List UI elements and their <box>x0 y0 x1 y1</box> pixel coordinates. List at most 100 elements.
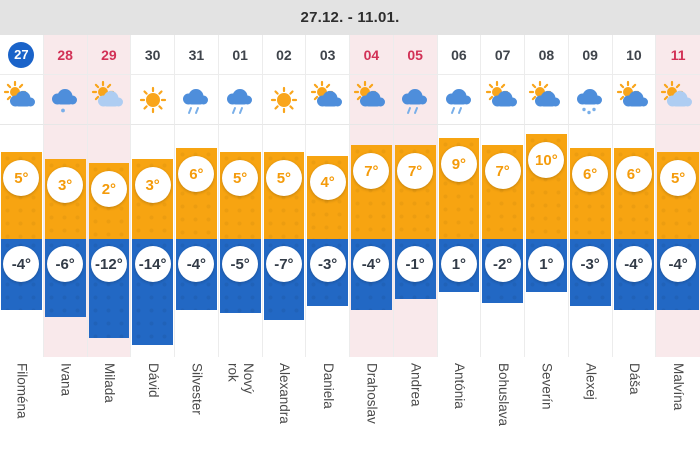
nameday-cell: Severín <box>525 357 569 467</box>
high-temp-bar: 6° <box>569 148 611 239</box>
weather-icon-cell <box>306 75 350 125</box>
date-cell: 06 <box>437 35 482 75</box>
nameday-cell: Filoména <box>0 357 44 467</box>
high-temp-value: 5° <box>3 160 40 196</box>
weather-icon-cell <box>656 75 700 125</box>
day-column[interactable]: 30 3° -14° Dávid <box>131 35 175 467</box>
high-temp-zone: 5° <box>262 125 307 239</box>
weather-icon-cell <box>262 75 307 125</box>
day-column[interactable]: 29 2° -12° Milada <box>87 35 132 467</box>
date-cell: 02 <box>262 35 307 75</box>
high-temp-bar: 5° <box>263 152 305 239</box>
day-column[interactable]: 07 7° -2° Bohuslava <box>481 35 525 467</box>
low-temp-zone: -5° <box>218 239 263 357</box>
date-cell: 08 <box>525 35 569 75</box>
nameday-label: Severín <box>539 363 555 410</box>
high-temp-zone: 6° <box>175 125 219 239</box>
date-label: 03 <box>319 46 336 63</box>
high-temp-zone: 3° <box>131 125 175 239</box>
high-temp-zone: 6° <box>568 125 613 239</box>
nameday-label: Drahoslav <box>364 363 380 424</box>
high-temp-zone: 10° <box>525 125 569 239</box>
low-temp-bar: -4° <box>1 239 42 310</box>
date-label: 06 <box>451 46 467 63</box>
nameday-label: Silvester <box>189 363 205 415</box>
high-temp-value: 4° <box>309 164 346 200</box>
sun-cloud-icon <box>526 80 566 120</box>
nameday-label: Nový rok <box>225 363 257 394</box>
date-label: 11 <box>670 46 686 63</box>
low-temp-bar: -4° <box>613 239 655 310</box>
low-temp-zone: -7° <box>262 239 307 357</box>
high-temp-bar: 5° <box>219 152 261 239</box>
high-temp-value: 6° <box>178 156 215 192</box>
day-column[interactable]: 11 5° -4° Malvína <box>656 35 700 467</box>
cloud-snow-icon <box>570 80 610 120</box>
date-cell: 28 <box>43 35 88 75</box>
day-column[interactable]: 27 5° -4° Filoména <box>0 35 44 467</box>
nameday-label: Alexej <box>583 363 599 400</box>
low-temp-value: -7° <box>265 246 302 282</box>
day-column[interactable]: 08 10° 1° Severín <box>525 35 569 467</box>
high-temp-bar: 7° <box>394 145 436 239</box>
sun-cloud-icon <box>614 80 654 120</box>
high-temp-value: 2° <box>90 171 127 207</box>
cloud-rain-icon <box>176 80 216 120</box>
date-label: 07 <box>494 46 511 63</box>
high-temp-bar: 5° <box>1 152 42 239</box>
date-cell: 01 <box>218 35 263 75</box>
sun-cloud-light-icon <box>658 80 698 120</box>
day-column[interactable]: 28 3° -6° Ivana <box>43 35 88 467</box>
day-column[interactable]: 03 4° -3° Daniela <box>306 35 350 467</box>
high-temp-value: 5° <box>265 160 302 196</box>
nameday-label: Milada <box>102 363 118 403</box>
day-column[interactable]: 10 6° -4° Dáša <box>612 35 657 467</box>
date-label: 28 <box>57 46 73 63</box>
day-column[interactable]: 02 5° -7° Alexandra <box>262 35 307 467</box>
weather-icon-cell <box>350 75 394 125</box>
date-label: 09 <box>582 46 598 63</box>
low-temp-bar: -3° <box>307 239 348 306</box>
low-temp-bar: -14° <box>132 239 173 345</box>
sun-cloud-icon <box>308 80 348 120</box>
low-temp-value: -3° <box>309 246 346 282</box>
low-temp-zone: -4° <box>175 239 219 357</box>
low-temp-value: -12° <box>90 246 127 282</box>
low-temp-zone: -3° <box>568 239 613 357</box>
date-range-header: 27.12. - 11.01. <box>0 0 700 35</box>
day-column[interactable]: 06 9° 1° Antónia <box>437 35 482 467</box>
day-column[interactable]: 05 7° -1° Andrea <box>393 35 438 467</box>
low-temp-zone: -3° <box>306 239 350 357</box>
nameday-cell: Drahoslav <box>350 357 394 467</box>
nameday-label: Bohuslava <box>495 363 511 427</box>
sun-cloud-icon <box>1 80 41 120</box>
day-column[interactable]: 31 6° -4° Silvester <box>175 35 219 467</box>
high-temp-value: 9° <box>440 146 477 182</box>
high-temp-zone: 5° <box>656 125 700 239</box>
low-temp-bar: -7° <box>263 239 305 320</box>
low-temp-zone: -4° <box>612 239 657 357</box>
low-temp-value: -4° <box>660 246 697 282</box>
high-temp-zone: 7° <box>481 125 525 239</box>
day-column[interactable]: 04 7° -4° Drahoslav <box>350 35 394 467</box>
high-temp-bar: 3° <box>44 159 86 239</box>
day-column[interactable]: 01 5° -5° Nový rok <box>218 35 263 467</box>
high-temp-bar: 6° <box>176 148 217 239</box>
date-cell: 30 <box>131 35 175 75</box>
date-label: 30 <box>144 46 161 63</box>
weather-icon-cell <box>612 75 657 125</box>
low-temp-value: -4° <box>615 246 652 282</box>
high-temp-value: 7° <box>397 153 434 189</box>
nameday-label: Dávid <box>145 363 161 398</box>
high-temp-value: 5° <box>660 160 697 196</box>
high-temp-zone: 9° <box>437 125 482 239</box>
low-temp-bar: -4° <box>657 239 699 310</box>
day-column[interactable]: 09 6° -3° Alexej <box>568 35 613 467</box>
date-cell: 04 <box>350 35 394 75</box>
low-temp-bar: -1° <box>394 239 436 299</box>
nameday-cell: Silvester <box>175 357 219 467</box>
low-temp-zone: -12° <box>87 239 132 357</box>
date-cell: 09 <box>568 35 613 75</box>
low-temp-zone: -4° <box>656 239 700 357</box>
low-temp-bar: 1° <box>438 239 480 292</box>
